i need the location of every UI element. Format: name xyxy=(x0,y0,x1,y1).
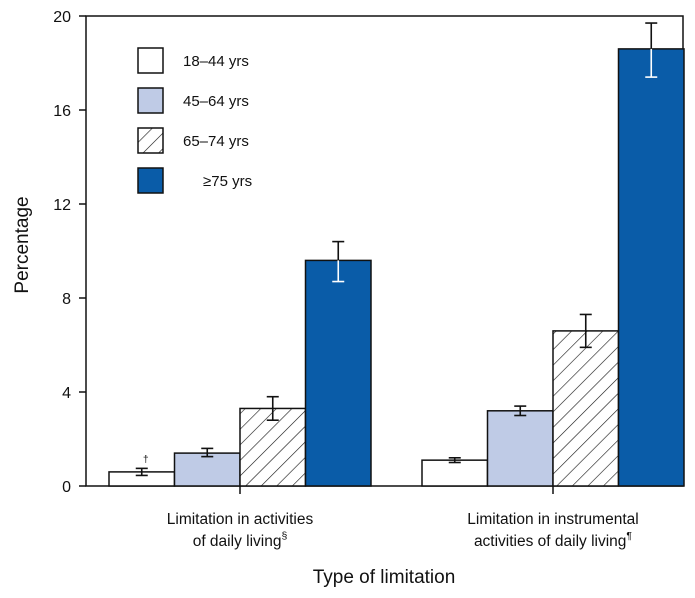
bar xyxy=(486,410,554,487)
legend: 18–44 yrs 45–64 yrs 65–74 yrs ≥75 yrs xyxy=(137,47,252,194)
bar xyxy=(173,452,241,487)
error-bar xyxy=(332,240,345,283)
category-label: Limitation in activities xyxy=(167,511,314,528)
y-tick-label: 12 xyxy=(53,197,71,214)
y-tick-label: 8 xyxy=(62,291,71,308)
category-label: of daily living§ xyxy=(193,530,288,550)
legend-item: ≥75 yrs xyxy=(137,167,252,194)
labels: 0 4 8 12 16 20 Percentage Type of limitation Lim… xyxy=(12,9,639,588)
error-bar xyxy=(266,395,279,422)
bar xyxy=(552,330,620,487)
error-bar xyxy=(514,405,527,417)
footnote-marker: § xyxy=(281,530,287,542)
x-axis-title: Type of limitation xyxy=(313,567,456,588)
y-axis-title: Percentage xyxy=(12,196,33,293)
error-bar xyxy=(201,447,214,458)
bar xyxy=(239,407,307,487)
y-tick-label: 16 xyxy=(53,103,71,120)
legend-label: ≥75 yrs xyxy=(203,173,252,190)
bar xyxy=(304,259,372,487)
footnote-annotation: † xyxy=(143,453,149,465)
legend-swatch xyxy=(137,47,164,74)
legend-item: 45–64 yrs xyxy=(137,87,249,114)
category-label: activities of daily living¶ xyxy=(474,530,632,550)
y-tick-label: 20 xyxy=(53,9,71,26)
y-tick-label: 4 xyxy=(62,385,71,402)
legend-swatch xyxy=(137,87,164,114)
error-bar xyxy=(135,467,148,477)
category-label: Limitation in instrumental xyxy=(467,511,638,528)
legend-label: 18–44 yrs xyxy=(183,53,249,70)
legend-swatch xyxy=(137,127,164,154)
bar xyxy=(617,48,685,487)
y-tick-label: 0 xyxy=(62,479,71,496)
error-bar xyxy=(448,456,461,464)
bar xyxy=(421,459,489,487)
footnote-marker: ¶ xyxy=(626,530,632,542)
legend-swatch xyxy=(137,167,164,194)
legend-item: 65–74 yrs xyxy=(137,127,249,154)
error-bar xyxy=(645,22,658,78)
error-bar xyxy=(579,313,592,349)
legend-label: 65–74 yrs xyxy=(183,133,249,150)
legend-label: 45–64 yrs xyxy=(183,93,249,110)
legend-item: 18–44 yrs xyxy=(137,47,249,74)
bars xyxy=(108,22,685,487)
